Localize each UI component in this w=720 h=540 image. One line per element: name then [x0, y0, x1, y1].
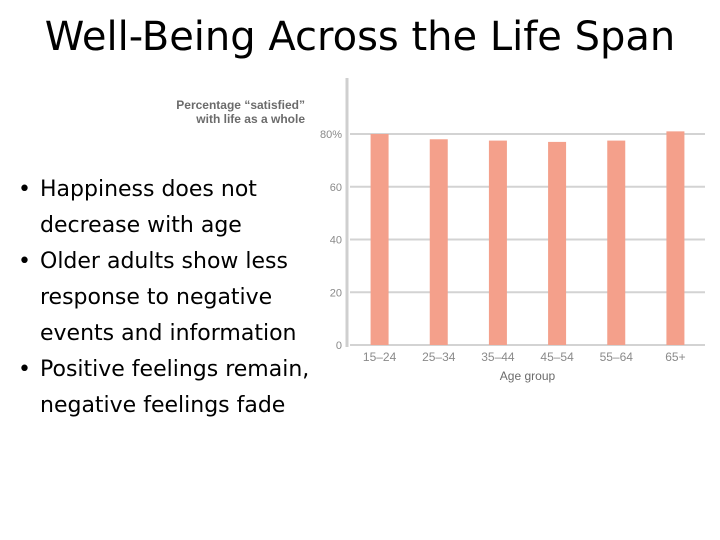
bullet-item: • Happiness does not decrease with age	[14, 172, 324, 244]
bullet-text: Older adults show less response to negat…	[40, 249, 297, 346]
bullet-text: Positive feelings remain, negative feeli…	[40, 357, 310, 418]
x-axis-title: Age group	[500, 369, 556, 383]
y-tick-label: 80%	[320, 129, 342, 141]
bullet-dot-icon: •	[18, 357, 31, 382]
x-tick-label: 35–44	[481, 350, 515, 364]
x-tick-label: 15–24	[363, 350, 397, 364]
bullet-item: • Older adults show less response to nega…	[14, 244, 324, 352]
x-tick-label: 65+	[665, 350, 685, 364]
x-tick-label: 55–64	[600, 350, 634, 364]
y-tick-label: 60	[330, 182, 342, 194]
bullet-list: • Happiness does not decrease with age • O…	[14, 172, 324, 424]
y-title-line-2: with life as a whole	[196, 112, 305, 126]
bar	[429, 139, 448, 345]
bullet-item: • Positive feelings remain, negative feel…	[14, 352, 324, 424]
y-tick-label: 40	[330, 235, 342, 247]
y-tick-label: 20	[330, 287, 342, 299]
bar	[666, 131, 685, 345]
slide-title: Well-Being Across the Life Span	[44, 14, 676, 60]
y-tick-label: 0	[336, 340, 342, 352]
bar	[607, 140, 626, 345]
x-tick-label: 25–34	[422, 350, 456, 364]
y-title-line-1: Percentage “satisfied”	[176, 98, 305, 112]
chart-y-title: Percentage “satisfied” with life as a wh…	[160, 98, 305, 126]
x-tick-label: 45–54	[540, 350, 574, 364]
bar	[548, 141, 567, 345]
chart: Percentage “satisfied” with life as a wh…	[160, 76, 720, 396]
bullet-dot-icon: •	[18, 249, 31, 274]
bullet-text: Happiness does not decrease with age	[40, 177, 257, 238]
bar-chart-svg: 0 20 40 60 80% 15–24 25–34 35–44 45–54 55–64 65+ Ag…	[320, 78, 705, 383]
bar	[370, 134, 389, 345]
bar	[488, 140, 507, 345]
bullet-dot-icon: •	[18, 177, 31, 202]
